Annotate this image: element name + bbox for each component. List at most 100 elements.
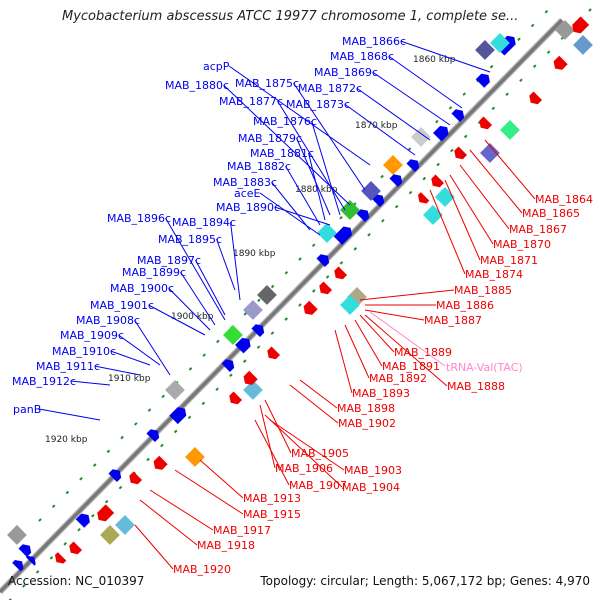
reverse-gene-block [319,281,333,295]
reverse-label-connector [174,469,244,515]
forward-gene-label: MAB_1894c [172,216,236,229]
reverse-gene-label: MAB_1904 [342,481,400,494]
tick-mark [120,435,124,440]
forward-label-connector [372,71,451,126]
tick-mark [65,490,70,495]
tick-mark [79,477,83,481]
feature-block [100,525,120,545]
reverse-gene-block [303,300,318,315]
forward-gene-block [406,159,420,173]
reverse-gene-label: MAB_1906 [275,462,333,475]
reverse-label-connector [334,329,353,394]
forward-label-connector [274,206,331,226]
feature-block [165,380,185,400]
feature-block [555,20,575,40]
scale-label: 1910 kbp [108,374,151,384]
tick-mark [51,504,56,509]
feature-block [223,325,243,345]
tick-mark [38,518,42,522]
tick-mark [77,527,81,532]
tick-mark [298,303,302,307]
reverse-gene-label: MAB_1915 [243,508,301,521]
forward-label-connector [308,152,326,221]
forward-gene-block [316,254,330,268]
tick-mark [147,408,152,412]
scale-label: 1880 kbp [295,185,338,195]
forward-gene-label: MAB_1897c [137,254,201,267]
reverse-gene-label: MAB_1898 [337,402,395,415]
forward-gene-label: MAB_1912c [12,375,76,388]
tick-mark [202,353,206,357]
reverse-gene-label: MAB_1867 [509,223,567,236]
tick-mark [381,218,385,223]
reverse-gene-block [529,91,543,105]
reverse-label-connector [134,524,174,570]
reverse-label-connector [459,164,510,230]
scale-label: 1900 kbp [171,312,214,322]
forward-label-connector [168,287,211,331]
tick-mark [588,8,592,12]
tick-mark [229,373,233,378]
tick-mark [517,37,521,41]
reverse-label-connector [149,489,214,531]
feature-block [7,525,27,545]
reverse-gene-label: MAB_1918 [197,539,255,552]
tick-mark [118,485,123,490]
forward-gene-label: MAB_1910c [52,345,116,358]
reverse-gene-block [97,504,115,522]
tick-mark [215,387,219,392]
reverse-gene-label: MAB_1886 [436,299,494,312]
tick-mark [284,270,289,275]
tick-mark [173,429,178,434]
forward-gene-label: aceE [234,187,261,200]
reverse-label-connector [289,384,339,424]
reverse-label-connector [299,379,338,409]
tick-mark [91,513,95,518]
reverse-gene-label: MAB_1871 [480,254,538,267]
tick-mark [353,247,358,251]
forward-label-connector [118,334,161,366]
forward-gene-label: MAB_1908c [76,314,140,327]
forward-gene-label: MAB_1877c [219,95,283,108]
reverse-gene-label: MAB_1885 [454,284,512,297]
reverse-gene-block [153,455,168,470]
forward-gene-label: MAB_1873c [286,98,350,111]
tick-mark [532,64,537,68]
reverse-label-connector [254,419,290,486]
tick-mark [160,443,164,448]
reverse-gene-label: MAB_1893 [352,387,410,400]
feature-block [115,515,135,535]
forward-gene-label: MAB_1880c [165,79,229,92]
forward-gene-block [25,555,36,566]
tick-mark [284,317,288,321]
forward-gene-label: MAB_1876c [253,115,317,128]
forward-label-connector [216,238,236,291]
tick-mark [22,584,26,588]
forward-gene-label: MAB_1872c [298,82,362,95]
forward-gene-label: panB [13,403,41,416]
reverse-gene-label: MAB_1874 [465,268,523,281]
tick-mark [92,463,97,467]
tick-mark [519,78,523,83]
tick-mark [312,289,316,293]
tick-mark [530,23,535,28]
feature-block [317,223,337,243]
reverse-label-connector [264,414,343,488]
forward-gene-label: MAB_1879c [238,132,302,145]
tick-mark [380,174,384,179]
tick-mark [489,64,494,69]
reverse-gene-label: MAB_1913 [243,492,301,505]
forward-label-connector [230,221,241,301]
trna-label: tRNA-Val(TAC) [446,361,523,374]
forward-gene-label: MAB_1911c [36,360,100,373]
feature-block [361,181,381,201]
tick-mark [134,422,138,426]
reverse-gene-block [431,174,445,188]
forward-gene-label: MAB_1896c [107,212,171,225]
reverse-label-connector [359,289,455,301]
tick-mark [491,106,496,111]
tick-mark [298,257,302,261]
reverse-label-connector [449,174,494,245]
reverse-label-connector [344,324,370,379]
tick-mark [106,449,111,454]
